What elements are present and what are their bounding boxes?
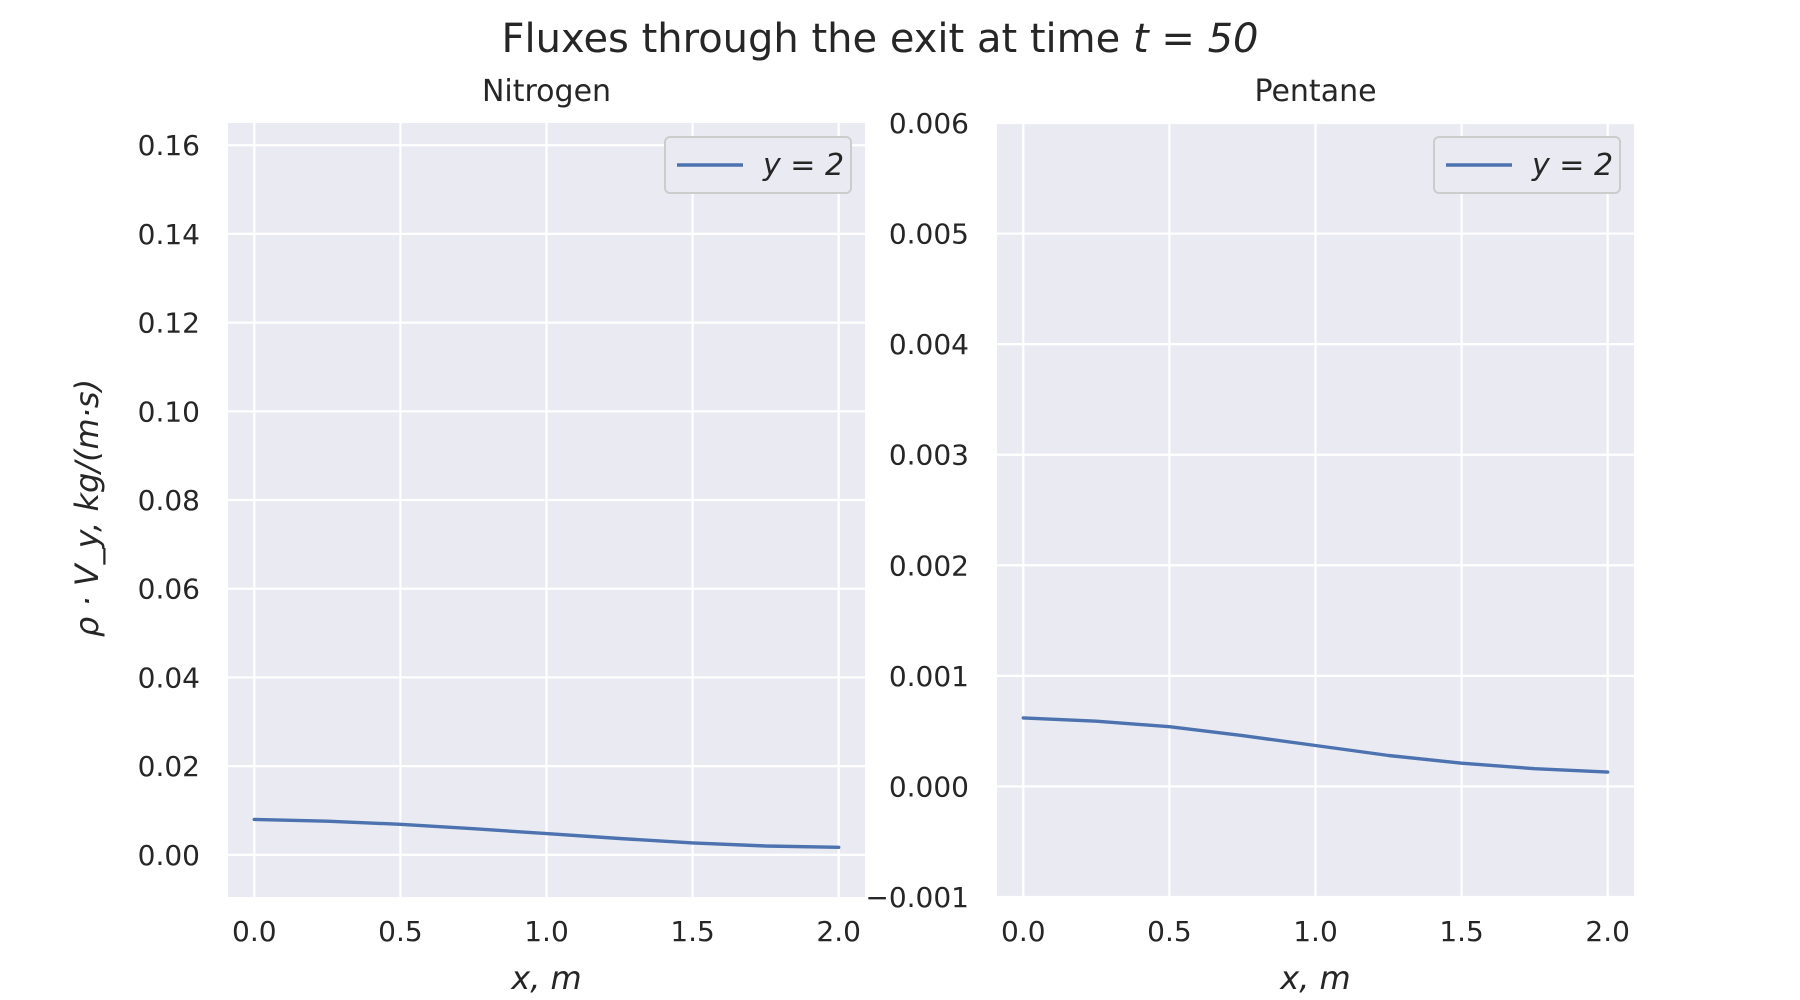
panel-title: Nitrogen — [482, 74, 611, 109]
panel-1: 0.0 0.5 1.0 1.5 2.0 0.00 0.02 0.04 0.06 0.08 0.10 0… — [138, 74, 865, 997]
y-tick-label: 0.002 — [889, 549, 969, 582]
x-tick-label: 2.0 — [816, 915, 861, 948]
figure-title: Fluxes through the exit at time t = 50 — [502, 16, 1259, 62]
panel-2: 0.0 0.5 1.0 1.5 2.0 −0.001 0.000 0.001 0.002 0.00… — [865, 74, 1634, 997]
x-tick-label: 0.5 — [1147, 915, 1192, 948]
x-tick-label: 0.5 — [378, 915, 423, 948]
y-tick-label: 0.06 — [138, 573, 200, 606]
legend-box — [664, 136, 852, 194]
series-line-1 — [252, 817, 841, 849]
x-tick-label: 0.0 — [1001, 915, 1046, 948]
y-tick-label: 0.001 — [889, 660, 969, 693]
panel-title: Pentane — [1254, 74, 1376, 109]
y-tick-label: 0.08 — [138, 484, 200, 517]
y-tick-label: 0.004 — [889, 328, 969, 361]
y-tick-label: 0.10 — [138, 395, 200, 428]
x-tick-label: 1.0 — [1293, 915, 1338, 948]
y-tick-label: 0.14 — [138, 218, 200, 251]
x-axis-label: x, m — [510, 959, 581, 997]
legend-label: y = 2 — [1531, 148, 1613, 183]
y-tick-label: 0.006 — [889, 107, 969, 140]
y-tick-label: 0.003 — [889, 439, 969, 472]
y-axis-label: ρ · V_y, kg/(m·s) — [68, 379, 106, 637]
y-tick-label: 0.04 — [138, 661, 200, 694]
panels: 0.0 0.5 1.0 1.5 2.0 0.00 0.02 0.04 0.06 0.08 0.10 0… — [138, 74, 1634, 997]
y-tick-label: 0.000 — [889, 770, 969, 803]
figure-title-prefix: Fluxes through the exit at time — [502, 16, 1133, 62]
x-tick-label: 1.0 — [524, 915, 569, 948]
y-tick-label: 0.02 — [138, 750, 200, 783]
y-tick-label: 0.16 — [138, 129, 200, 162]
series-line-1 — [1021, 716, 1610, 774]
figure-title-math: t = 50 — [1133, 16, 1259, 62]
legend: y = 2 — [1433, 136, 1621, 194]
y-tick-label: 0.12 — [138, 307, 200, 340]
legend-box — [1433, 136, 1621, 194]
x-tick-label: 1.5 — [1439, 915, 1484, 948]
x-tick-label: 0.0 — [232, 915, 277, 948]
legend-label: y = 2 — [762, 148, 844, 183]
y-tick-label: 0.00 — [138, 839, 200, 872]
x-tick-label: 1.5 — [670, 915, 715, 948]
legend: y = 2 — [664, 136, 852, 194]
x-axis-label: x, m — [1279, 959, 1350, 997]
x-tick-label: 2.0 — [1585, 915, 1630, 948]
y-tick-label: −0.001 — [865, 881, 969, 914]
y-tick-label: 0.005 — [889, 218, 969, 251]
